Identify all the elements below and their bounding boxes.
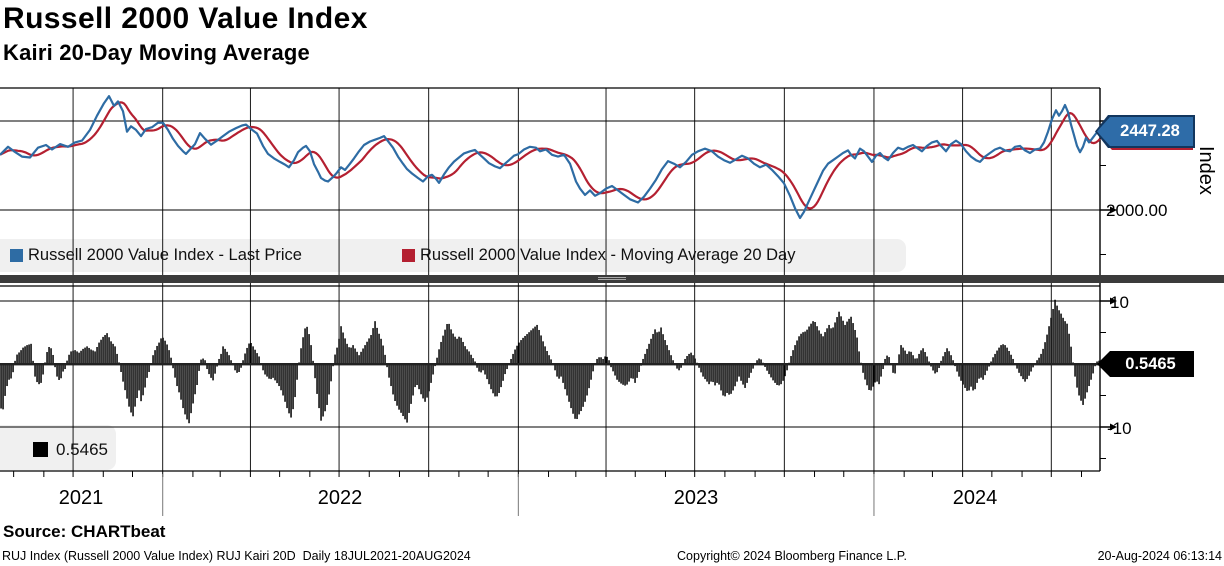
x-tick-2023: 2023	[673, 487, 719, 509]
page-subtitle: Kairi 20-Day Moving Average	[3, 40, 310, 65]
last-price-legend-item[interactable]: Russell 2000 Value Index - Last Price	[28, 246, 302, 264]
last-price-tag: 2447.28	[1097, 117, 1193, 146]
source-line: Source: CHARTbeat	[3, 522, 166, 541]
kairi-tick-minus10: -10	[1107, 419, 1132, 438]
top-legend-band	[0, 239, 906, 272]
timestamp: 20-Aug-2024 06:13:14	[1097, 549, 1222, 563]
ticker-description: RUJ Index (Russell 2000 Value Index) RUJ…	[2, 549, 471, 563]
page-title: Russell 2000 Value Index	[3, 2, 368, 35]
kairi-value-tag: 0.5465	[1097, 351, 1194, 377]
x-tick-2021: 2021	[58, 487, 104, 509]
kairi-legend-item[interactable]: 0.5465	[56, 440, 108, 459]
x-tick-2022: 2022	[317, 487, 363, 509]
panel-resize-handle-icon[interactable]	[598, 277, 626, 281]
kairi-legend-swatch-icon	[33, 442, 48, 457]
bottom-legend-band	[0, 425, 116, 470]
moving-average-legend-swatch-icon	[402, 249, 415, 262]
copyright-notice: Copyright© 2024 Bloomberg Finance L.P.	[677, 549, 907, 563]
kairi-tick-10: 10	[1110, 293, 1129, 312]
x-tick-2024: 2024	[952, 487, 998, 509]
y-tick-2000: 2000.00	[1106, 201, 1168, 220]
moving-average-legend-item[interactable]: Russell 2000 Value Index - Moving Averag…	[420, 246, 796, 264]
last-price-legend-swatch-icon	[10, 249, 23, 262]
y-axis-title: Index	[1195, 146, 1217, 195]
